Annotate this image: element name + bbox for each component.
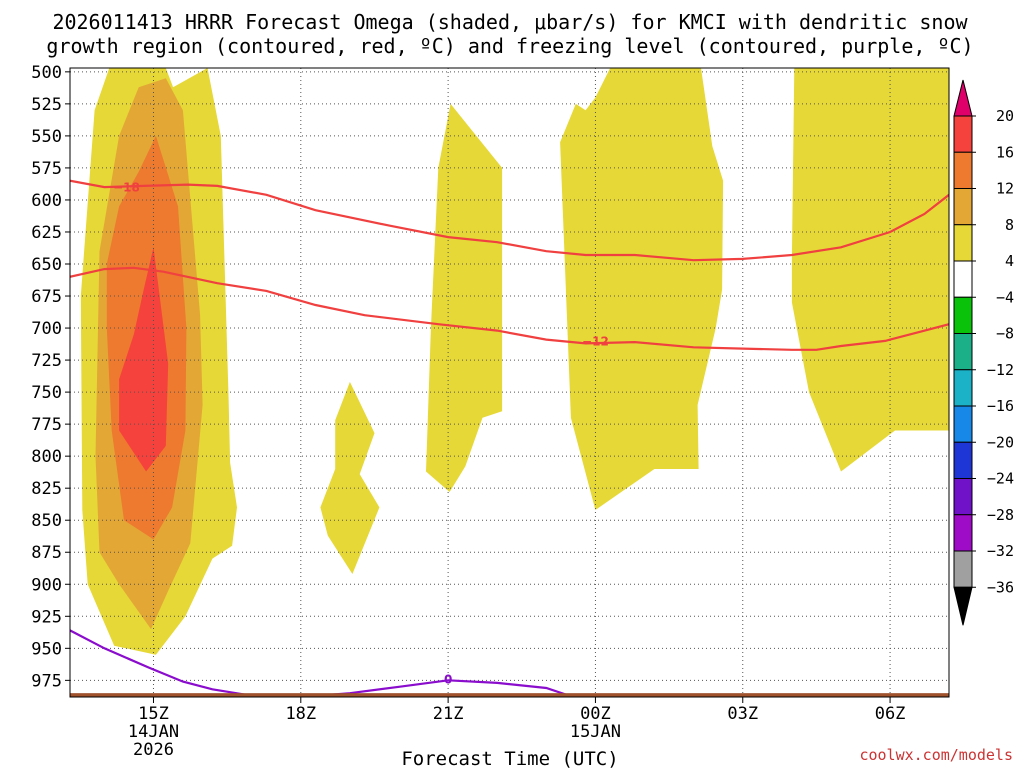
ground-surface (70, 693, 949, 697)
colorbar-box-13 (953, 550, 973, 588)
y-tick-label-950: 950 (31, 639, 62, 659)
x-tick-year-15Z: 2026 (133, 740, 174, 760)
y-tick-label-500: 500 (31, 63, 62, 83)
y-tick-label-975: 975 (31, 671, 62, 691)
colorbar-box-7 (953, 333, 973, 371)
colorbar-box-10 (953, 441, 973, 479)
y-tick-label-750: 750 (31, 383, 62, 403)
y-axis: 500 525 550 575 600 625 650 675 700 725 750 775 800 8… (31, 63, 70, 691)
colorbar-label-6: −8 (996, 325, 1014, 343)
y-tick-label-525: 525 (31, 95, 62, 115)
y-tick-label-625: 625 (31, 223, 62, 243)
colorbar-box-3 (953, 188, 973, 226)
colorbar-label-0: 20 (996, 107, 1014, 125)
colorbar-top-arrow (953, 79, 973, 117)
x-tick-label-18Z: 18Z (285, 704, 316, 724)
y-tick-label-850: 850 (31, 511, 62, 531)
contour-line-1 (70, 266, 949, 351)
y-tick-label-675: 675 (31, 287, 62, 307)
y-tick-label-825: 825 (31, 479, 62, 499)
colorbar-label-13: −36 (987, 578, 1014, 596)
omega-region-16-7 (119, 247, 169, 472)
y-tick-label-600: 600 (31, 191, 62, 211)
y-tick-label-800: 800 (31, 447, 62, 467)
y-tick-label-875: 875 (31, 543, 62, 563)
colorbar-label-2: 12 (996, 180, 1014, 198)
colorbar-box-12 (953, 514, 973, 552)
colorbar-label-7: −12 (987, 361, 1014, 379)
colorbar-box-6 (953, 296, 973, 334)
chart-title-line2: growth region (contoured, red, ºC) and f… (46, 34, 973, 58)
colorbar-label-11: −28 (987, 506, 1014, 524)
contour-label-0: −18 (113, 181, 140, 195)
colorbar-box-11 (953, 478, 973, 516)
omega-shading (80, 68, 949, 655)
y-tick-label-700: 700 (31, 319, 62, 339)
colorbar: 20 16 12 8 4 −4 −8 −12 −16 −20 −24 −28 −32 −36 (953, 79, 1014, 626)
y-tick-label-925: 925 (31, 607, 62, 627)
colorbar-label-4: 4 (1005, 252, 1014, 270)
y-tick-label-725: 725 (31, 351, 62, 371)
x-tick-label-21Z: 21Z (433, 704, 464, 724)
colorbar-box-1 (953, 115, 973, 153)
colorbar-box-5 (953, 260, 973, 298)
contour-lines: −18 −12 0 (70, 179, 949, 697)
colorbar-box-4 (953, 224, 973, 262)
omega-region-4-1 (320, 381, 380, 574)
colorbar-label-10: −24 (987, 470, 1014, 488)
omega-region-4-4 (791, 68, 949, 472)
credit-link[interactable]: coolwx.com/models (859, 746, 1013, 764)
plot-frame (69, 67, 950, 698)
x-tick-date-00Z: 15JAN (570, 722, 621, 742)
x-tick-label-03Z: 03Z (727, 704, 758, 724)
y-tick-label-550: 550 (31, 127, 62, 147)
colorbar-label-5: −4 (996, 288, 1014, 306)
colorbar-box-9 (953, 405, 973, 443)
colorbar-label-12: −32 (987, 542, 1014, 560)
colorbar-label-8: −16 (987, 397, 1014, 415)
x-tick-date-15Z: 14JAN (128, 722, 179, 742)
contour-line-0 (70, 179, 949, 262)
gridlines (70, 68, 949, 697)
y-tick-label-575: 575 (31, 159, 62, 179)
x-tick-label-15Z: 15Z (138, 704, 169, 724)
colorbar-box-8 (953, 369, 973, 407)
chart-title-line1: 2026011413 HRRR Forecast Omega (shaded, … (52, 10, 968, 34)
y-tick-label-900: 900 (31, 575, 62, 595)
x-tick-label-06Z: 06Z (875, 704, 906, 724)
colorbar-label-9: −20 (987, 433, 1014, 451)
x-axis-label: Forecast Time (UTC) (401, 748, 618, 768)
colorbar-box-2 (953, 151, 973, 189)
omega-region-4-3 (560, 68, 724, 510)
colorbar-label-1: 16 (996, 143, 1014, 161)
y-tick-label-775: 775 (31, 415, 62, 435)
contour-label-2: 0 (444, 673, 452, 687)
contour-label-1: −12 (582, 334, 609, 348)
y-tick-label-650: 650 (31, 255, 62, 275)
colorbar-bottom-arrow (953, 586, 973, 626)
contour-line-2 (70, 629, 574, 697)
colorbar-label-3: 8 (1005, 216, 1014, 234)
omega-region-4-2 (426, 103, 503, 493)
x-tick-label-00Z: 00Z (580, 704, 611, 724)
